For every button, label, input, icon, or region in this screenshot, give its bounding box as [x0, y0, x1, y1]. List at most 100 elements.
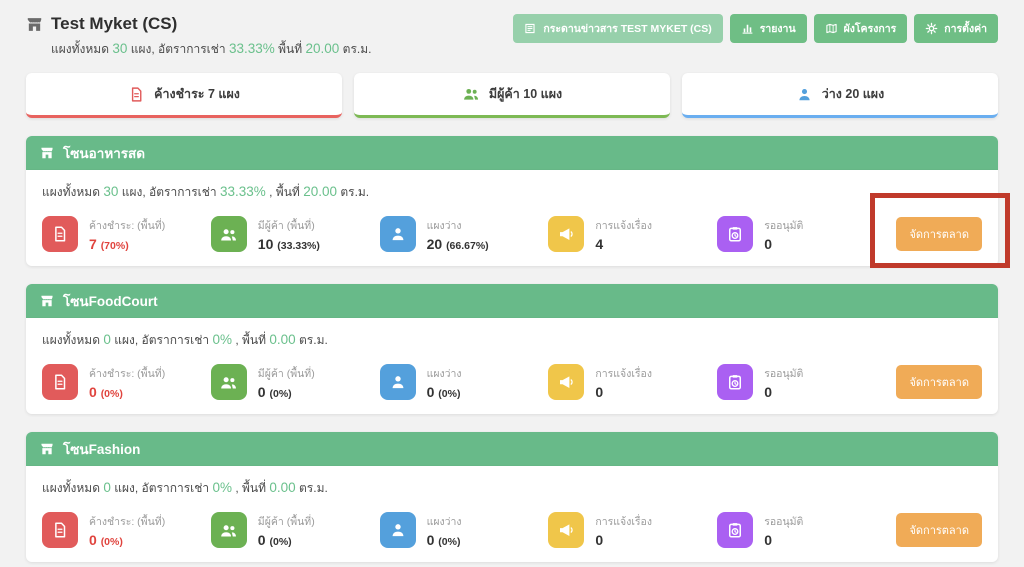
stat-value: 0: [764, 531, 772, 548]
stat-overdue: ค้างชำระ: (พื้นที่) 0 (0%): [42, 364, 211, 400]
zone-section-foodcourt: โซนFoodCourt แผงทั้งหมด 0 แผง, อัตราการเ…: [26, 284, 998, 414]
unit-rate-label: แผง, อัตราการเช่า: [130, 42, 226, 56]
stat-vacant: แผงว่าง 0 (0%): [379, 364, 549, 400]
reports-button[interactable]: รายงาน: [729, 14, 807, 43]
stat-value: 0 (0%): [89, 383, 123, 400]
zone-summary-line: แผงทั้งหมด 0 แผง, อัตราการเช่า 0% , พื้น…: [42, 332, 328, 347]
vendors-summary-card[interactable]: มีผู้ค้า 10 แผง: [354, 73, 670, 118]
stat-label: รออนุมัติ: [764, 219, 804, 232]
overdue-file-icon: [42, 364, 78, 400]
zone-summary-line: แผงทั้งหมด 0 แผง, อัตราการเช่า 0% , พื้น…: [42, 480, 328, 495]
stat-vacant: แผงว่าง 20 (66.67%): [379, 216, 549, 252]
zone-section-fashion: โซนFashion แผงทั้งหมด 0 แผง, อัตราการเช่…: [26, 432, 998, 562]
overdue-summary-card[interactable]: ค้างชำระ 7 แผง: [26, 73, 342, 118]
zone-header: โซนFoodCourt: [26, 284, 998, 318]
clipboard-clock-icon: [717, 364, 754, 400]
clipboard-clock-icon: [717, 512, 754, 548]
vacant-person-icon: [379, 364, 416, 400]
rate-value: 33.33%: [229, 41, 275, 56]
gear-icon: [925, 22, 938, 35]
page-title: Test Myket (CS): [51, 14, 178, 33]
stat-reports: การแจ้งเรื่อง 4: [548, 216, 717, 252]
stat-label: การแจ้งเรื่อง: [595, 367, 652, 380]
stat-label: มีผู้ค้า (พื้นที่): [257, 219, 315, 232]
stat-label: ค้างชำระ: (พื้นที่): [89, 367, 166, 380]
zone-title: โซนFoodCourt: [63, 294, 158, 309]
stat-pending-approval: รออนุมัติ 0: [717, 364, 886, 400]
overdue-file-icon: [128, 86, 145, 103]
stat-reports: การแจ้งเรื่อง 0: [548, 364, 717, 400]
stat-label: แผงว่าง: [426, 515, 462, 528]
manage-market-button[interactable]: จัดการตลาด: [896, 513, 982, 547]
megaphone-icon: [548, 364, 585, 400]
stat-value: 0 (0%): [426, 383, 461, 400]
stat-value: 0 (0%): [89, 531, 123, 548]
vendors-icon: [462, 85, 480, 103]
stat-value: 0: [595, 383, 604, 400]
stat-value: 7 (70%): [89, 235, 129, 252]
project-layout-button[interactable]: ผังโครงการ: [813, 14, 908, 43]
stat-value: 10 (33.33%): [257, 235, 320, 252]
stat-overdue: ค้างชำระ: (พื้นที่) 7 (70%): [42, 216, 211, 252]
manage-market-button[interactable]: จัดการตลาด: [896, 217, 982, 251]
summary-cards: ค้างชำระ 7 แผง มีผู้ค้า 10 แผง ว่าง 20 แ…: [26, 73, 998, 118]
zone-header: โซนFashion: [26, 432, 998, 466]
zone-header: โซนอาหารสด: [26, 136, 998, 170]
megaphone-icon: [548, 216, 585, 252]
stat-value: 0 (0%): [257, 383, 292, 400]
stat-label: รออนุมัติ: [764, 515, 804, 528]
stat-label: มีผู้ค้า (พื้นที่): [257, 367, 315, 380]
stat-vacant: แผงว่าง 0 (0%): [379, 512, 549, 548]
stat-value: 20 (66.67%): [426, 235, 489, 252]
stat-label: การแจ้งเรื่อง: [595, 219, 652, 232]
newspaper-icon: [524, 22, 537, 35]
map-icon: [825, 22, 838, 35]
store-icon: [40, 442, 54, 456]
stat-label: แผงว่าง: [426, 367, 462, 380]
vacant-person-icon: [379, 512, 416, 548]
market-summary-line: แผงทั้งหมด 30 แผง, อัตราการเช่า 33.33% พ…: [51, 40, 371, 59]
stat-value: 0 (0%): [426, 531, 461, 548]
manage-market-button[interactable]: จัดการตลาด: [896, 365, 982, 399]
page-header: Test Myket (CS) แผงทั้งหมด 30 แผง, อัตรา…: [26, 14, 998, 59]
stat-value: 0 (0%): [257, 531, 292, 548]
stat-pending-approval: รออนุมัติ 0: [717, 216, 886, 252]
stat-value: 0: [764, 235, 772, 252]
stat-vendors: มีผู้ค้า (พื้นที่) 0 (0%): [210, 512, 380, 548]
total-label: แผงทั้งหมด: [51, 42, 110, 56]
stat-value: 0: [595, 531, 604, 548]
zone-title: โซนFashion: [63, 442, 141, 457]
store-icon: [40, 294, 54, 308]
stat-label: มีผู้ค้า (พื้นที่): [257, 515, 315, 528]
header-buttons: กระดานข่าวสาร TEST MYKET (CS) รายงาน ผัง…: [513, 14, 998, 43]
store-icon: [26, 16, 43, 33]
stat-value: 4: [595, 235, 604, 252]
stat-label: ค้างชำระ: (พื้นที่): [89, 219, 166, 232]
area-label: พื้นที่: [278, 42, 303, 56]
megaphone-icon: [548, 512, 585, 548]
vacant-person-icon: [796, 86, 813, 103]
zone-section-fresh-food: โซนอาหารสด แผงทั้งหมด 30 แผง, อัตราการเช…: [26, 136, 1010, 268]
zone-summary-line: แผงทั้งหมด 30 แผง, อัตราการเช่า 33.33% ,…: [42, 184, 370, 199]
stat-label: แผงว่าง: [426, 219, 462, 232]
title-block: Test Myket (CS) แผงทั้งหมด 30 แผง, อัตรา…: [26, 14, 371, 59]
overdue-file-icon: [42, 512, 78, 548]
stat-reports: การแจ้งเรื่อง 0: [548, 512, 717, 548]
total-value: 30: [112, 41, 128, 56]
news-board-button[interactable]: กระดานข่าวสาร TEST MYKET (CS): [513, 14, 723, 43]
stat-pending-approval: รออนุมัติ 0: [717, 512, 886, 548]
zone-title: โซนอาหารสด: [63, 146, 146, 161]
vacant-summary-card[interactable]: ว่าง 20 แผง: [682, 73, 998, 118]
vendors-icon: [210, 364, 247, 400]
settings-button[interactable]: การตั้งค่า: [914, 14, 998, 43]
vacant-person-icon: [379, 216, 416, 252]
stat-vendors: มีผู้ค้า (พื้นที่) 0 (0%): [210, 364, 380, 400]
stat-label: การแจ้งเรื่อง: [595, 515, 652, 528]
stat-label: ค้างชำระ: (พื้นที่): [89, 515, 166, 528]
stat-overdue: ค้างชำระ: (พื้นที่) 0 (0%): [42, 512, 211, 548]
vendors-icon: [210, 512, 247, 548]
area-value: 20.00: [305, 41, 340, 56]
overdue-file-icon: [42, 216, 78, 252]
stat-label: รออนุมัติ: [764, 367, 804, 380]
clipboard-clock-icon: [717, 216, 754, 252]
